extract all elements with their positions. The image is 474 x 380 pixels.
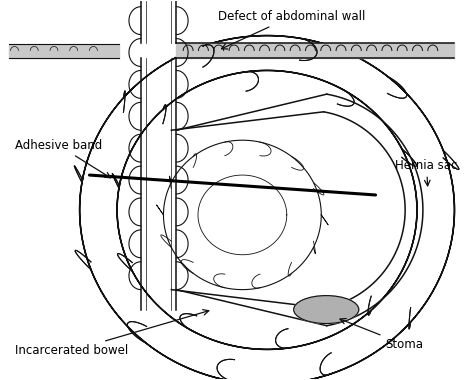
Bar <box>176 43 455 59</box>
Text: Adhesive band: Adhesive band <box>15 139 110 178</box>
Text: Hernia sac: Hernia sac <box>395 158 458 186</box>
Text: Incarcerated bowel: Incarcerated bowel <box>15 310 209 357</box>
Ellipse shape <box>294 296 359 323</box>
Text: Stoma: Stoma <box>340 318 423 351</box>
Bar <box>9 44 119 59</box>
Text: Defect of abdominal wall: Defect of abdominal wall <box>218 10 365 49</box>
